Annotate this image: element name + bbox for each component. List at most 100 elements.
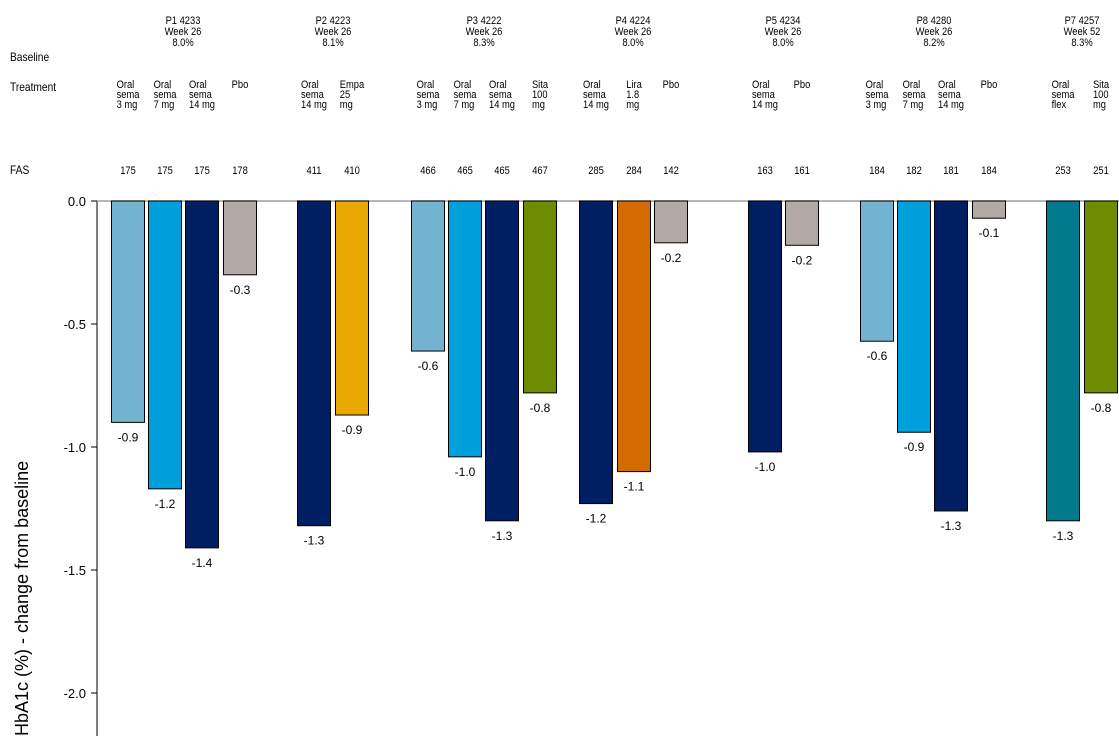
fas-value: 467 xyxy=(532,165,548,177)
treatment-label-line: Lira xyxy=(626,79,642,91)
bar-value-label: -0.1 xyxy=(979,226,1000,240)
treatment-label-line: sema xyxy=(902,89,926,101)
treatment-label-line: sema xyxy=(865,89,889,101)
bar xyxy=(860,200,894,342)
trial-header: P7 4257 Week 52 8.3% xyxy=(1064,16,1101,49)
bar-value-label: -0.9 xyxy=(118,430,139,444)
treatment-label-line: 3 mg xyxy=(865,99,887,111)
treatment-label-line: Oral xyxy=(416,79,435,91)
treatment-label: Oral sema 7 mg xyxy=(153,79,177,111)
treatment-label: Oral sema 14 mg xyxy=(752,80,778,111)
treatment-label-line: Pbo xyxy=(231,79,249,91)
bar xyxy=(617,200,651,473)
trial-title: P5 4234 xyxy=(765,15,801,27)
bar xyxy=(335,200,369,416)
trial-baseline: 8.0% xyxy=(772,37,794,49)
treatment-label-line: flex xyxy=(1051,99,1067,111)
fas-value: 410 xyxy=(344,165,360,177)
treatment-label-line: Oral xyxy=(1051,79,1070,91)
fas-value: 142 xyxy=(663,165,679,177)
bar-value-label: -1.4 xyxy=(192,556,213,570)
trial-baseline: 8.2% xyxy=(923,37,945,49)
bar xyxy=(485,200,519,522)
trial-duration: Week 26 xyxy=(764,26,802,38)
treatment-label-line: Oral xyxy=(189,79,207,91)
treatment-label: Oral sema 7 mg xyxy=(453,80,477,111)
treatment-label-line: sema xyxy=(938,89,961,101)
bar-value-label: -1.3 xyxy=(492,529,513,543)
trial-baseline: 8.1% xyxy=(322,37,344,49)
treatment-label-line: Oral xyxy=(301,79,319,91)
treatment-label: Pbo xyxy=(231,79,249,91)
bar xyxy=(1084,200,1118,394)
fas-value: 175 xyxy=(120,165,136,177)
fas-value: 411 xyxy=(306,165,322,177)
bar-value-label: -1.3 xyxy=(1053,529,1074,543)
trial-baseline: 8.3% xyxy=(1071,37,1093,49)
treatment-label: Sita 100 mg xyxy=(531,80,548,111)
treatment-label-line: 14 mg xyxy=(752,99,778,111)
fas-value: 181 xyxy=(943,165,959,177)
bar-value-label: -1.0 xyxy=(455,465,476,479)
bar-value-label: -1.2 xyxy=(586,512,607,526)
bar-value-label: -0.2 xyxy=(792,253,813,267)
treatment-label-line: mg xyxy=(531,99,545,111)
trial-baseline: 8.3% xyxy=(473,37,495,49)
trial-header: P5 4234 Week 26 8.0% xyxy=(765,16,802,49)
bar-value-label: -0.6 xyxy=(418,359,439,373)
bar-value-label: -1.3 xyxy=(304,534,325,548)
fas-value: 184 xyxy=(869,165,885,177)
bar-value-label: -1.0 xyxy=(755,460,776,474)
y-tick-label: -2.0 xyxy=(64,686,86,701)
fas-value: 161 xyxy=(794,165,810,177)
treatment-label-line: mg xyxy=(626,99,640,111)
treatment-label-line: 1.8 xyxy=(626,89,640,101)
bar xyxy=(223,200,257,276)
trial-title: P8 4280 xyxy=(916,15,952,27)
bar xyxy=(411,200,445,352)
bar-value-label: -1.2 xyxy=(155,497,176,511)
trial-duration: Week 26 xyxy=(314,26,352,38)
treatment-label: Oral sema 7 mg xyxy=(902,80,926,111)
treatment-label-line: sema xyxy=(752,89,775,101)
fas-value: 466 xyxy=(420,165,436,177)
y-tick-label: -1.0 xyxy=(64,440,86,455)
trial-title: P7 4257 xyxy=(1064,15,1100,27)
bar-value-label: -0.8 xyxy=(1091,401,1112,415)
treatment-label-line: sema xyxy=(453,89,477,101)
bar xyxy=(972,200,1006,219)
treatment-label: Pbo xyxy=(793,79,811,91)
bar xyxy=(148,200,182,490)
fas-value: 163 xyxy=(757,165,773,177)
trial-title: P3 4222 xyxy=(466,15,502,27)
treatment-label-line: Oral xyxy=(116,79,135,91)
bar xyxy=(523,200,557,394)
trial-duration: Week 26 xyxy=(915,26,953,38)
treatment-label-line: 3 mg xyxy=(416,99,438,111)
bar-value-label: -0.2 xyxy=(661,251,682,265)
bar xyxy=(185,200,219,549)
trial-title: P1 4233 xyxy=(165,15,201,27)
treatment-label: Oral sema 14 mg xyxy=(583,80,609,111)
bar-value-label: -0.6 xyxy=(867,349,888,363)
treatment-label-line: sema xyxy=(416,89,440,101)
treatment-label-line: Oral xyxy=(489,79,507,91)
trial-duration: Week 26 xyxy=(465,26,503,38)
treatment-label-line: 14 mg xyxy=(583,99,609,111)
treatment-label-line: sema xyxy=(301,89,324,101)
treatment-label-line: Empa xyxy=(339,79,365,91)
treatment-label: Oral sema 3 mg xyxy=(865,80,889,111)
treatment-label-line: sema xyxy=(116,89,140,101)
trial-duration: Week 52 xyxy=(1063,26,1101,38)
treatment-label-line: Pbo xyxy=(793,79,811,91)
baseline-row-label: Baseline xyxy=(10,50,50,64)
treatment-label: Oral sema 3 mg xyxy=(416,79,440,111)
treatment-label: Oral sema 14 mg xyxy=(938,80,964,111)
treatment-label-line: 14 mg xyxy=(189,99,215,111)
treatment-label-line: sema xyxy=(1051,89,1075,101)
treatment-label-line: Oral xyxy=(153,79,172,91)
treatment-label-line: sema xyxy=(583,89,606,101)
treatment-row-label: Treatment xyxy=(10,80,57,94)
treatment-label-line: 14 mg xyxy=(301,99,327,111)
